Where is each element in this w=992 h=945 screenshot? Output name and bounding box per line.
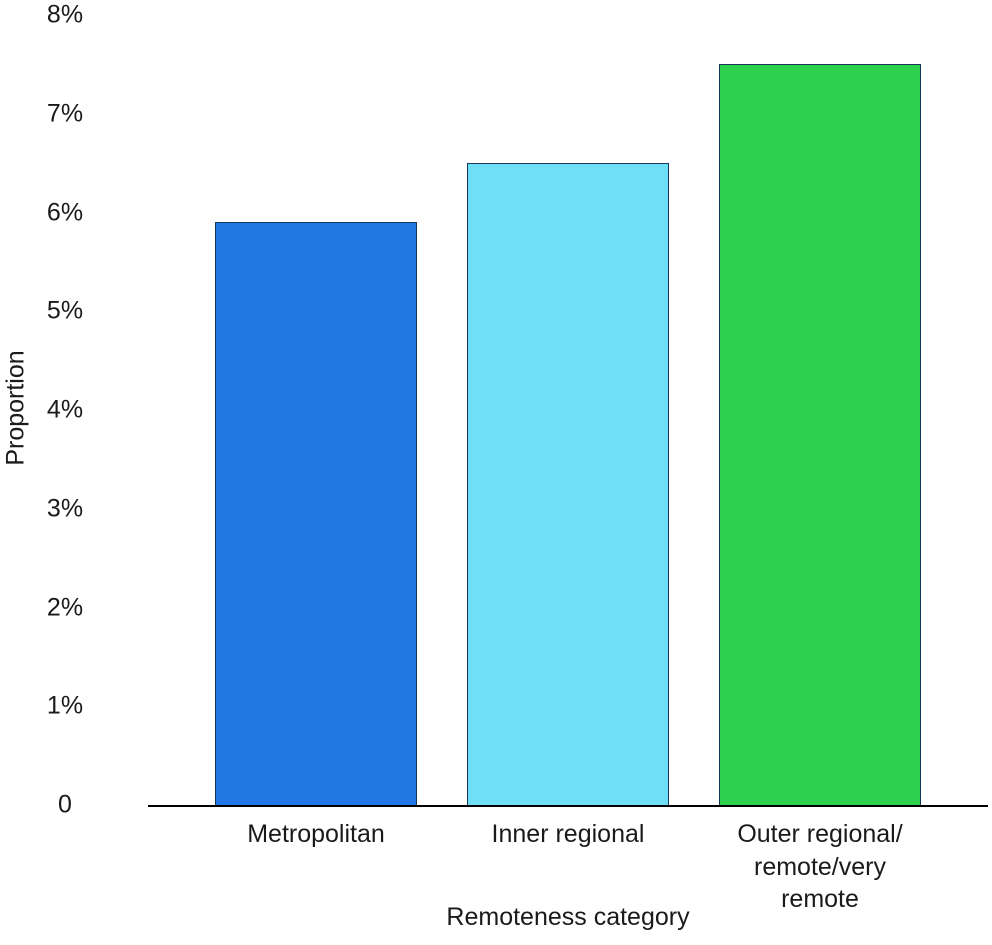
bar-outer-regional xyxy=(719,64,921,805)
y-tick-label: 4% xyxy=(46,395,84,424)
y-tick-label: 1% xyxy=(46,691,84,720)
y-tick-label: 0 xyxy=(58,790,72,819)
bar-inner-regional xyxy=(467,163,669,805)
y-tick-label: 7% xyxy=(46,99,84,128)
y-tick-label: 2% xyxy=(46,593,84,621)
bar-metropolitan xyxy=(215,222,417,805)
x-tick-label: Outer regional/ remote/very remote xyxy=(737,820,903,913)
x-axis-title: Remoteness category xyxy=(446,903,690,931)
y-tick-label: 3% xyxy=(46,494,84,523)
plot-area xyxy=(148,15,988,807)
y-tick-label: 6% xyxy=(46,198,84,226)
x-axis-labels: Metropolitan Inner regional Outer regional… xyxy=(148,818,988,913)
y-tick-label: 8% xyxy=(46,0,84,29)
y-axis: 0 1% 2% 3% 4% 5% 6% 7% 8% xyxy=(20,2,110,817)
x-tick-label: Inner regional xyxy=(491,820,645,848)
y-tick-label: 5% xyxy=(46,296,84,325)
x-tick-label: Metropolitan xyxy=(247,820,385,848)
